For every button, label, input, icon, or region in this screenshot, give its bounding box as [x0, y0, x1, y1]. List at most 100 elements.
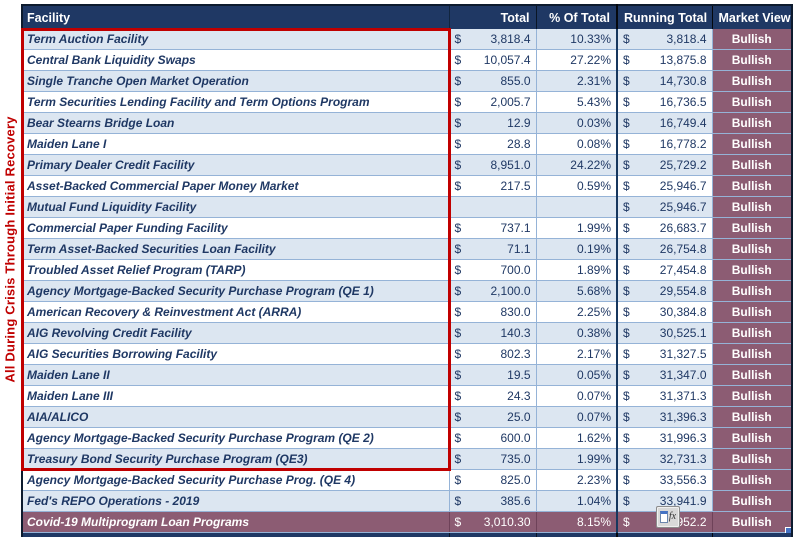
- total-cell[interactable]: $2,100.0: [449, 280, 537, 302]
- pct-of-total-cell[interactable]: 8.15%: [536, 511, 618, 533]
- column-header-running-total[interactable]: Running Total: [616, 5, 712, 29]
- total-cell[interactable]: [449, 196, 537, 218]
- running-total-cell[interactable]: $31,347.0: [617, 364, 713, 386]
- market-view-cell[interactable]: Bullish: [712, 427, 792, 449]
- pct-of-total-cell[interactable]: [536, 196, 618, 218]
- market-view-cell[interactable]: Bullish: [712, 238, 792, 260]
- pct-of-total-cell[interactable]: 2.31%: [536, 70, 618, 92]
- facility-cell[interactable]: Asset-Backed Commercial Paper Money Mark…: [22, 175, 450, 197]
- total-cell[interactable]: $71.1: [449, 238, 537, 260]
- market-view-cell[interactable]: Bullish: [712, 49, 792, 71]
- market-view-cell[interactable]: Bullish: [712, 511, 792, 533]
- pct-of-total-cell[interactable]: 2.23%: [536, 469, 618, 491]
- pct-of-total-cell[interactable]: 0.03%: [536, 112, 618, 134]
- facility-cell[interactable]: Agency Mortgage-Backed Security Purchase…: [22, 469, 450, 491]
- facility-cell[interactable]: Agency Mortgage-Backed Security Purchase…: [22, 427, 450, 449]
- running-total-cell[interactable]: $25,946.7: [617, 175, 713, 197]
- column-header-pct-of-total[interactable]: % Of Total: [535, 5, 617, 29]
- total-cell[interactable]: $24.3: [449, 385, 537, 407]
- market-view-cell[interactable]: Bullish: [712, 406, 792, 428]
- total-cell[interactable]: $737.1: [449, 217, 537, 239]
- pct-of-total-cell[interactable]: 1.99%: [536, 448, 618, 470]
- running-total-cell[interactable]: $31,327.5: [617, 343, 713, 365]
- pct-of-total-cell[interactable]: 27.22%: [536, 49, 618, 71]
- pct-of-total-cell[interactable]: 1.04%: [536, 490, 618, 512]
- total-cell[interactable]: $19.5: [449, 364, 537, 386]
- pct-of-total-cell[interactable]: 5.43%: [536, 91, 618, 113]
- total-cell[interactable]: $385.6: [449, 490, 537, 512]
- footer-view-cell[interactable]: [711, 532, 792, 537]
- facility-cell[interactable]: Covid-19 Multiprogram Loan Programs: [22, 511, 450, 533]
- facility-cell[interactable]: Treasury Bond Security Purchase Program …: [22, 448, 450, 470]
- running-total-cell[interactable]: $25,946.7: [617, 196, 713, 218]
- pct-of-total-cell[interactable]: 0.19%: [536, 238, 618, 260]
- pct-of-total-cell[interactable]: 0.38%: [536, 322, 618, 344]
- pct-of-total-cell[interactable]: 1.62%: [536, 427, 618, 449]
- market-view-cell[interactable]: Bullish: [712, 175, 792, 197]
- facility-cell[interactable]: Maiden Lane I: [22, 133, 450, 155]
- running-total-cell[interactable]: $26,683.7: [617, 217, 713, 239]
- facility-cell[interactable]: Fed's REPO Operations - 2019: [22, 490, 450, 512]
- footer-running-cell[interactable]: [616, 532, 712, 537]
- fill-handle[interactable]: [785, 527, 791, 533]
- facility-cell[interactable]: Troubled Asset Relief Program (TARP): [22, 259, 450, 281]
- pct-of-total-cell[interactable]: 0.07%: [536, 406, 618, 428]
- pct-of-total-cell[interactable]: 0.59%: [536, 175, 618, 197]
- pct-of-total-cell[interactable]: 0.05%: [536, 364, 618, 386]
- running-total-cell[interactable]: $16,736.5: [617, 91, 713, 113]
- facility-cell[interactable]: Bear Stearns Bridge Loan: [22, 112, 450, 134]
- total-cell[interactable]: $10,057.4: [449, 49, 537, 71]
- total-cell[interactable]: $700.0: [449, 259, 537, 281]
- total-cell[interactable]: $735.0: [449, 448, 537, 470]
- facility-cell[interactable]: Term Auction Facility: [22, 29, 450, 50]
- facility-cell[interactable]: Maiden Lane II: [22, 364, 450, 386]
- column-header-facility[interactable]: Facility: [22, 5, 449, 29]
- total-cell[interactable]: $8,951.0: [449, 154, 537, 176]
- running-total-cell[interactable]: $30,525.1: [617, 322, 713, 344]
- total-cell[interactable]: $3,818.4: [449, 29, 537, 50]
- total-cell[interactable]: $12.9: [449, 112, 537, 134]
- market-view-cell[interactable]: Bullish: [712, 133, 792, 155]
- facility-cell[interactable]: Single Tranche Open Market Operation: [22, 70, 450, 92]
- market-view-cell[interactable]: Bullish: [712, 322, 792, 344]
- running-total-cell[interactable]: $26,754.8: [617, 238, 713, 260]
- facility-cell[interactable]: Primary Dealer Credit Facility: [22, 154, 450, 176]
- running-total-cell[interactable]: $30,384.8: [617, 301, 713, 323]
- facility-cell[interactable]: American Recovery & Reinvestment Act (AR…: [22, 301, 450, 323]
- autofill-options-button[interactable]: fx: [656, 506, 680, 528]
- market-view-cell[interactable]: Bullish: [712, 91, 792, 113]
- pct-of-total-cell[interactable]: 1.89%: [536, 259, 618, 281]
- pct-of-total-cell[interactable]: 2.17%: [536, 343, 618, 365]
- pct-of-total-cell[interactable]: 10.33%: [536, 29, 618, 50]
- total-cell[interactable]: $2,005.7: [449, 91, 537, 113]
- running-total-cell[interactable]: $31,371.3: [617, 385, 713, 407]
- market-view-cell[interactable]: Bullish: [712, 154, 792, 176]
- market-view-cell[interactable]: Bullish: [712, 280, 792, 302]
- facility-cell[interactable]: Term Asset-Backed Securities Loan Facili…: [22, 238, 450, 260]
- total-cell[interactable]: $855.0: [449, 70, 537, 92]
- pct-of-total-cell[interactable]: 24.22%: [536, 154, 618, 176]
- total-cell[interactable]: $28.8: [449, 133, 537, 155]
- running-total-cell[interactable]: $16,749.4: [617, 112, 713, 134]
- pct-of-total-cell[interactable]: 2.25%: [536, 301, 618, 323]
- total-cell[interactable]: $3,010.30: [449, 511, 537, 533]
- facility-cell[interactable]: Term Securities Lending Facility and Ter…: [22, 91, 450, 113]
- market-view-cell[interactable]: Bullish: [712, 70, 792, 92]
- market-view-cell[interactable]: Bullish: [712, 217, 792, 239]
- market-view-cell[interactable]: Bullish: [712, 29, 792, 50]
- running-total-cell[interactable]: $29,554.8: [617, 280, 713, 302]
- facility-cell[interactable]: AIG Securities Borrowing Facility: [22, 343, 450, 365]
- market-view-cell[interactable]: Bullish: [712, 469, 792, 491]
- facility-cell[interactable]: AIG Revolving Credit Facility: [22, 322, 450, 344]
- footer-facility-cell[interactable]: [22, 532, 449, 537]
- facility-cell[interactable]: Central Bank Liquidity Swaps: [22, 49, 450, 71]
- total-cell[interactable]: $802.3: [449, 343, 537, 365]
- market-view-cell[interactable]: Bullish: [712, 490, 792, 512]
- running-total-cell[interactable]: $3,818.4: [617, 29, 713, 50]
- market-view-cell[interactable]: Bullish: [712, 301, 792, 323]
- pct-of-total-cell[interactable]: 0.08%: [536, 133, 618, 155]
- market-view-cell[interactable]: Bullish: [712, 259, 792, 281]
- column-header-total[interactable]: Total: [448, 5, 536, 29]
- facility-cell[interactable]: Commercial Paper Funding Facility: [22, 217, 450, 239]
- running-total-cell[interactable]: $31,396.3: [617, 406, 713, 428]
